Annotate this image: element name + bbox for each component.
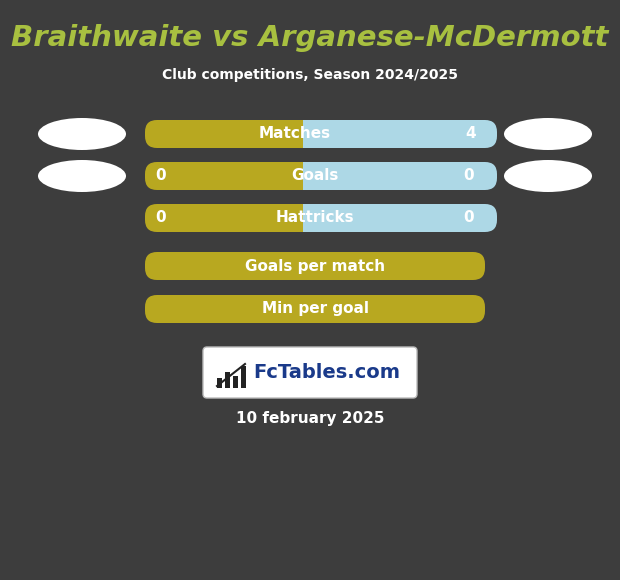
Bar — [233, 376, 238, 388]
Bar — [225, 372, 230, 388]
Ellipse shape — [504, 118, 592, 150]
FancyBboxPatch shape — [303, 162, 497, 190]
FancyBboxPatch shape — [145, 162, 485, 190]
Bar — [217, 378, 222, 388]
FancyBboxPatch shape — [303, 120, 497, 148]
Text: 4: 4 — [466, 126, 476, 142]
FancyBboxPatch shape — [145, 252, 485, 280]
FancyBboxPatch shape — [145, 295, 485, 323]
FancyBboxPatch shape — [145, 120, 485, 148]
Ellipse shape — [504, 160, 592, 192]
FancyBboxPatch shape — [303, 204, 497, 232]
Text: Min per goal: Min per goal — [262, 302, 368, 317]
Bar — [303, 162, 327, 190]
Text: 0: 0 — [156, 169, 166, 183]
FancyBboxPatch shape — [145, 204, 485, 232]
FancyBboxPatch shape — [203, 347, 417, 398]
Bar — [241, 366, 246, 388]
Text: 10 february 2025: 10 february 2025 — [236, 411, 384, 426]
Text: Braithwaite vs Arganese-McDermott: Braithwaite vs Arganese-McDermott — [11, 24, 609, 52]
Text: FcTables.com: FcTables.com — [253, 363, 400, 382]
Text: Goals: Goals — [291, 169, 339, 183]
Bar — [303, 204, 327, 232]
Bar — [303, 120, 327, 148]
Ellipse shape — [38, 118, 126, 150]
Text: Matches: Matches — [259, 126, 331, 142]
Text: 0: 0 — [464, 211, 474, 226]
Text: Goals per match: Goals per match — [245, 259, 385, 274]
Text: Club competitions, Season 2024/2025: Club competitions, Season 2024/2025 — [162, 68, 458, 82]
Text: 0: 0 — [156, 211, 166, 226]
Text: Hattricks: Hattricks — [276, 211, 354, 226]
Ellipse shape — [38, 160, 126, 192]
Text: 0: 0 — [464, 169, 474, 183]
